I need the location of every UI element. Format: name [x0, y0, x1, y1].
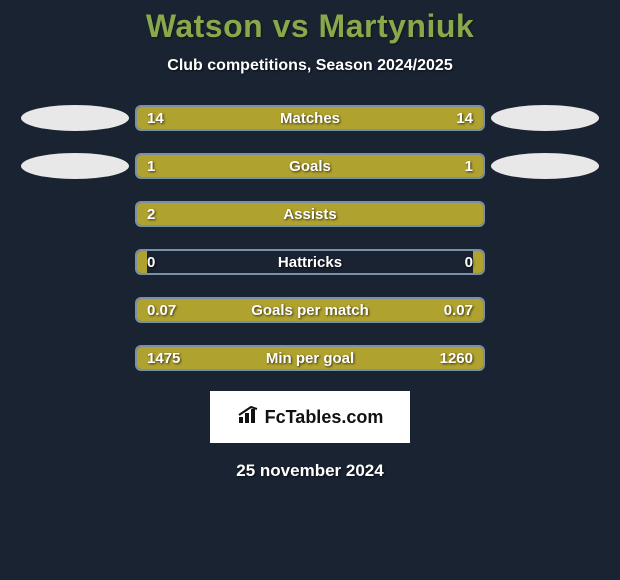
comparison-rows: Matches1414 Goals11 Assists2 Hattricks00 Goa… [0, 105, 620, 371]
left-ellipse-slot [15, 297, 135, 323]
chart-icon [237, 405, 263, 430]
logo-badge: FcTables.com [210, 391, 410, 443]
left-ellipse-slot [15, 201, 135, 227]
stat-bar: Assists2 [135, 201, 485, 227]
bar-fill-right [324, 347, 483, 369]
bar-fill-right [473, 251, 483, 273]
stat-bar: Hattricks00 [135, 249, 485, 275]
infographic-container: Watson vs Martyniuk Club competitions, S… [0, 0, 620, 481]
left-ellipse-slot [15, 105, 135, 131]
bar-fill-right [310, 107, 483, 129]
comparison-row: Goals11 [0, 153, 620, 179]
right-ellipse [491, 153, 599, 179]
footer-date: 25 november 2024 [236, 461, 383, 481]
stat-bar: Goals11 [135, 153, 485, 179]
right-ellipse-slot [485, 297, 605, 323]
right-ellipse-slot [485, 345, 605, 371]
bar-fill-left [137, 107, 310, 129]
comparison-row: Min per goal14751260 [0, 345, 620, 371]
comparison-row: Matches1414 [0, 105, 620, 131]
subtitle: Club competitions, Season 2024/2025 [167, 57, 452, 75]
bar-fill-left [137, 203, 483, 225]
logo-text: FcTables.com [265, 407, 384, 428]
left-ellipse-slot [15, 345, 135, 371]
bar-fill-right [310, 155, 483, 177]
bar-fill-left [137, 251, 147, 273]
comparison-row: Hattricks00 [0, 249, 620, 275]
stat-bar: Matches1414 [135, 105, 485, 131]
left-ellipse [21, 153, 129, 179]
right-ellipse-slot [485, 153, 605, 179]
right-ellipse-slot [485, 105, 605, 131]
stat-bar: Goals per match0.070.07 [135, 297, 485, 323]
right-ellipse [491, 105, 599, 131]
stat-bar: Min per goal14751260 [135, 345, 485, 371]
right-ellipse-slot [485, 249, 605, 275]
left-ellipse-slot [15, 153, 135, 179]
comparison-row: Goals per match0.070.07 [0, 297, 620, 323]
bar-fill-left [137, 155, 310, 177]
comparison-row: Assists2 [0, 201, 620, 227]
bar-fill-left [137, 347, 324, 369]
page-title: Watson vs Martyniuk [146, 8, 474, 45]
left-ellipse-slot [15, 249, 135, 275]
stat-label: Hattricks [137, 254, 483, 271]
left-ellipse [21, 105, 129, 131]
stat-value-left: 0 [147, 254, 155, 271]
bar-fill-left [137, 299, 310, 321]
right-ellipse-slot [485, 201, 605, 227]
bar-fill-right [310, 299, 483, 321]
